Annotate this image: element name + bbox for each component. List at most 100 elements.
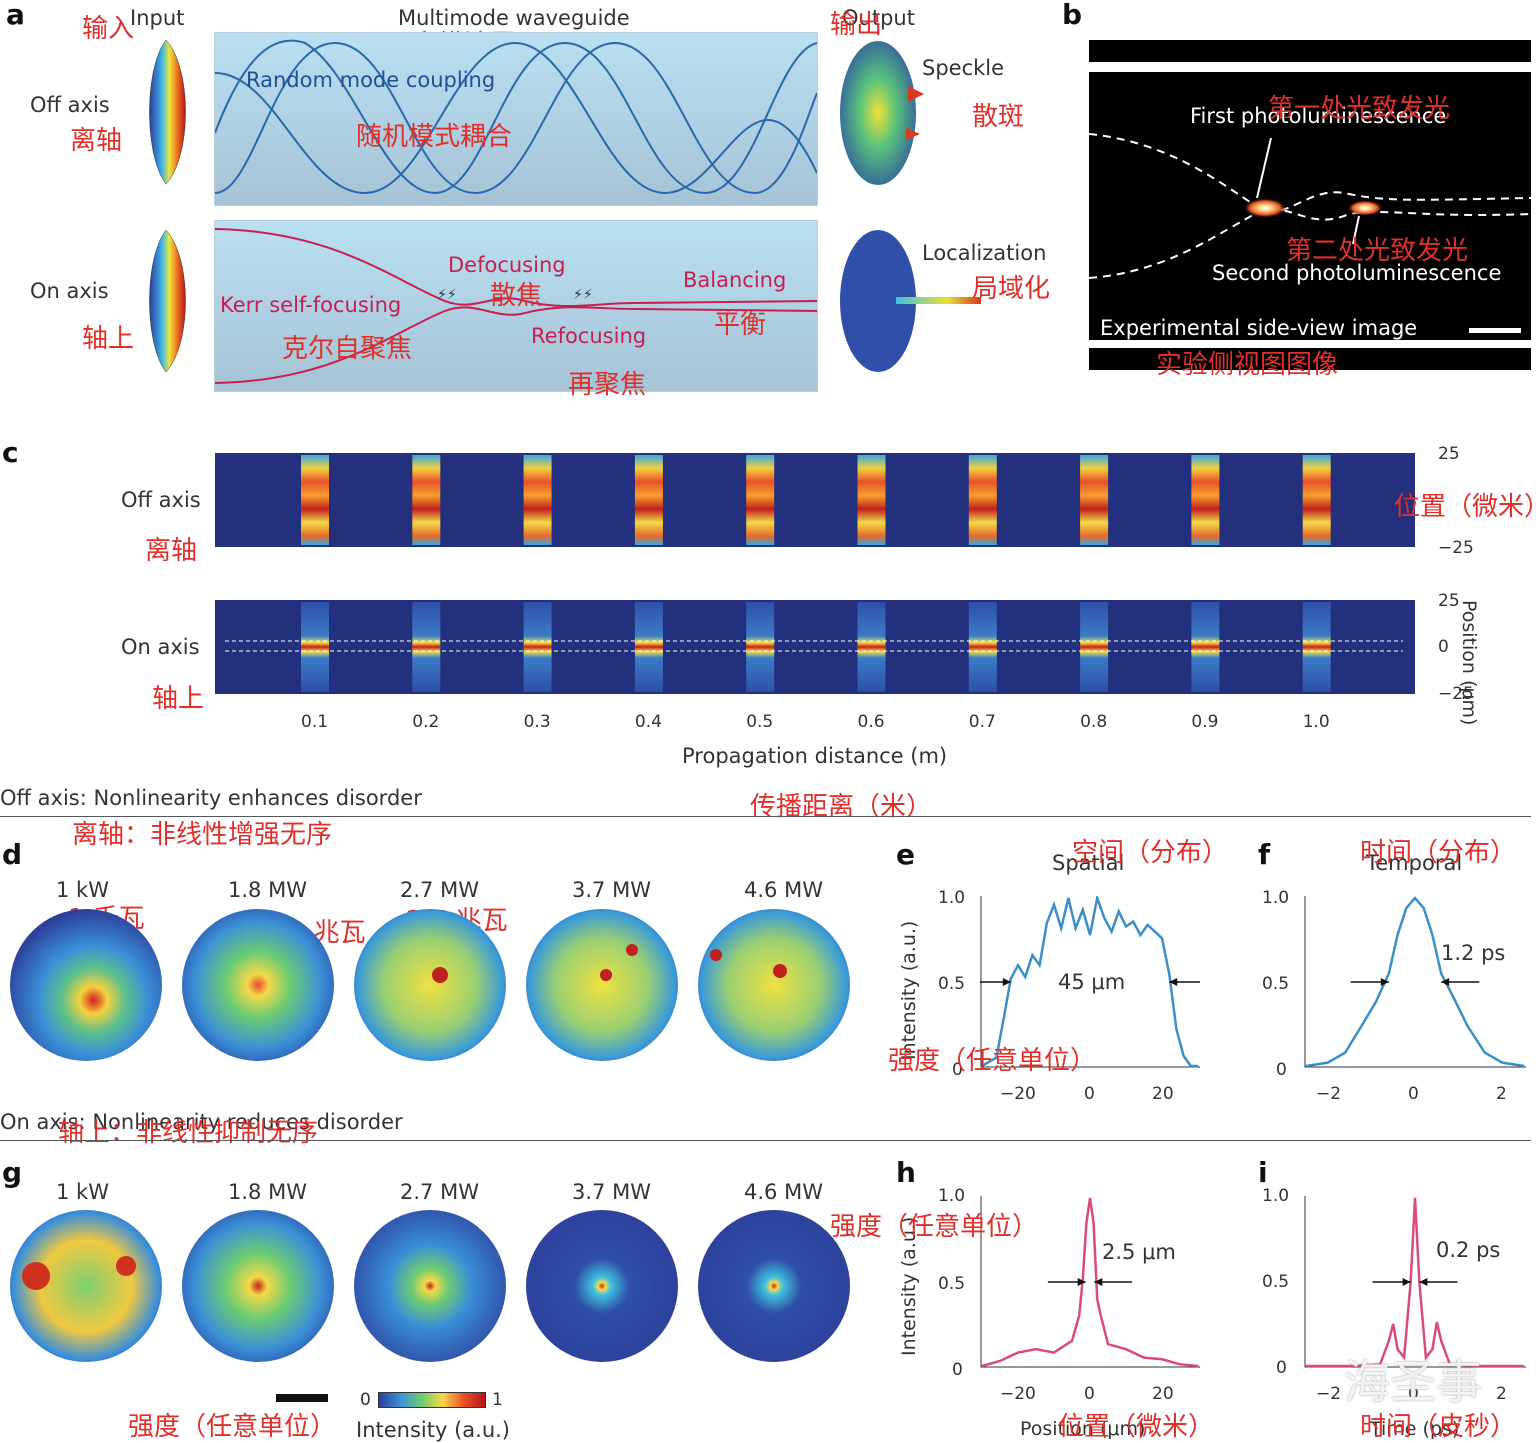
d-power-label: 3.7 MW	[572, 878, 651, 902]
g-power-label: 3.7 MW	[572, 1180, 651, 1204]
on-axis-stripe	[301, 602, 329, 692]
g-power-label: 1 kW	[56, 1180, 109, 1204]
i-xtick: 0	[1408, 1384, 1419, 1404]
chart-data-point	[1125, 926, 1127, 928]
chart-axes	[1304, 896, 1526, 1068]
chart-data-point	[1053, 904, 1055, 906]
f-ytick: 0.5	[1262, 974, 1290, 994]
chart-data-point	[995, 1057, 997, 1059]
fwhm-arrowhead	[1077, 1278, 1086, 1286]
input-beam-on-axis	[149, 229, 186, 373]
chart-series-line	[981, 896, 1198, 1068]
c-on-axis-label: On axis	[121, 635, 200, 659]
colorbar-label: Intensity (a.u.)	[356, 1418, 510, 1442]
chart-data-point	[1053, 1352, 1055, 1354]
on-axis-label-cn: 轴上	[82, 324, 135, 354]
chart-axes	[1304, 1196, 1526, 1368]
chart-data-point	[1305, 1365, 1307, 1367]
h-ytick: 0.5	[938, 1274, 966, 1294]
i-xtick: −2	[1316, 1384, 1342, 1404]
c-xtick: 0.7	[968, 712, 996, 732]
chart-series-line	[1306, 1197, 1524, 1368]
c-ylabel: Position (μm)	[1458, 600, 1480, 726]
h-xtick: 0	[1084, 1384, 1095, 1404]
chart-data-point	[981, 1065, 983, 1067]
h-xtick: 20	[1152, 1384, 1174, 1404]
h-annotation: 2.5 μm	[1102, 1240, 1176, 1264]
fwhm-arrowhead	[1441, 978, 1450, 986]
c-ylabel-cn: 位置（微米）	[1394, 492, 1536, 522]
balancing-label: Balancing	[683, 268, 787, 292]
off-axis-label: Off axis	[30, 93, 110, 117]
off-axis-stripe	[1080, 455, 1109, 545]
d-power-label: 1.8 MW	[228, 878, 307, 902]
c-xtick: 0.4	[634, 712, 662, 732]
chart-data-point	[1305, 1065, 1307, 1067]
chart-data-point	[1039, 964, 1041, 966]
chart-data-point	[1154, 931, 1156, 933]
chart-data-point	[981, 1365, 983, 1367]
c-ytick: 0	[1438, 637, 1449, 657]
on-axis-stripe	[746, 602, 775, 692]
chart-data-point	[1082, 1278, 1084, 1280]
h-xlabel: Position (μm)	[1020, 1418, 1146, 1440]
spatial-profile-chart-on-axis	[980, 1196, 1200, 1368]
refocusing-label: Refocusing	[531, 324, 647, 348]
e-xtick: 20	[1152, 1084, 1174, 1104]
c-xtick: 0.5	[746, 712, 774, 732]
i-xtick: 2	[1496, 1384, 1507, 1404]
chart-data-point	[1024, 976, 1026, 978]
chart-data-point	[1175, 1028, 1177, 1030]
c-xtick: 1.0	[1302, 712, 1330, 732]
chart-data-point	[1436, 1321, 1438, 1323]
chart-data-point	[1190, 1065, 1192, 1067]
fwhm-arrowhead	[1169, 978, 1178, 986]
panel-label-g: g	[2, 1156, 23, 1189]
chart-data-point	[1449, 1363, 1451, 1365]
i-annotation: 0.2 ps	[1436, 1238, 1501, 1262]
chart-data-point	[1143, 1357, 1145, 1359]
panel-label-d: d	[2, 838, 23, 871]
chart-data-point	[1484, 1052, 1486, 1054]
e-title-cn: 空间（分布）	[1072, 838, 1229, 868]
image-strip-bottom	[1089, 348, 1531, 370]
defocusing-label: Defocusing	[448, 253, 566, 277]
side-view-image	[1089, 72, 1531, 340]
chart-data-point	[1067, 897, 1069, 899]
e-ytick: 0.5	[938, 974, 966, 994]
chart-data-point	[1397, 934, 1399, 936]
chart-data-point	[1017, 1352, 1019, 1354]
kerr-label-cn: 克尔自聚焦	[282, 334, 413, 364]
on-axis-section-title-cn: 轴上：非线性抑制无序	[58, 1118, 319, 1148]
second-pl-label-cn: 第二处光致发光	[1286, 236, 1469, 266]
colorbar-min: 0	[360, 1390, 371, 1410]
chart-data-point	[1046, 922, 1048, 924]
on-axis-stripe	[857, 602, 886, 692]
f-ytick: 0	[1276, 1060, 1287, 1080]
chart-data-point	[1071, 1340, 1073, 1342]
chart-data-point	[1031, 954, 1033, 956]
i-ytick: 0	[1276, 1358, 1287, 1378]
on-axis-evolution-map	[215, 600, 1415, 694]
d-power-label: 4.6 MW	[744, 878, 823, 902]
fwhm-arrowhead	[1402, 1278, 1411, 1286]
h-xtick: −20	[1000, 1384, 1036, 1404]
c-xlabel: Propagation distance (m)	[682, 744, 948, 768]
first-pl-label: First photoluminescence	[1190, 104, 1447, 128]
colorbar-max: 1	[492, 1390, 503, 1410]
e-xtick: 0	[1084, 1084, 1095, 1104]
h-ytick: 0	[952, 1360, 963, 1380]
chart-data-point	[1523, 1365, 1525, 1367]
chart-data-point	[1392, 1323, 1394, 1325]
off-axis-stripe	[301, 455, 329, 545]
chart-data-point	[1168, 973, 1170, 975]
c-xtick: 0.3	[523, 712, 551, 732]
i-ytick: 1.0	[1262, 1186, 1290, 1206]
off-axis-stripe	[1302, 455, 1331, 545]
svg-text:⚡⚡: ⚡⚡	[437, 287, 457, 303]
exp-image-label-cn: 实验侧视图图像	[1156, 350, 1339, 380]
e-annotation: 45 μm	[1058, 970, 1126, 994]
c-ytick: 25	[1438, 591, 1460, 611]
chart-data-point	[1125, 1348, 1127, 1350]
fwhm-arrowhead	[1002, 978, 1011, 986]
